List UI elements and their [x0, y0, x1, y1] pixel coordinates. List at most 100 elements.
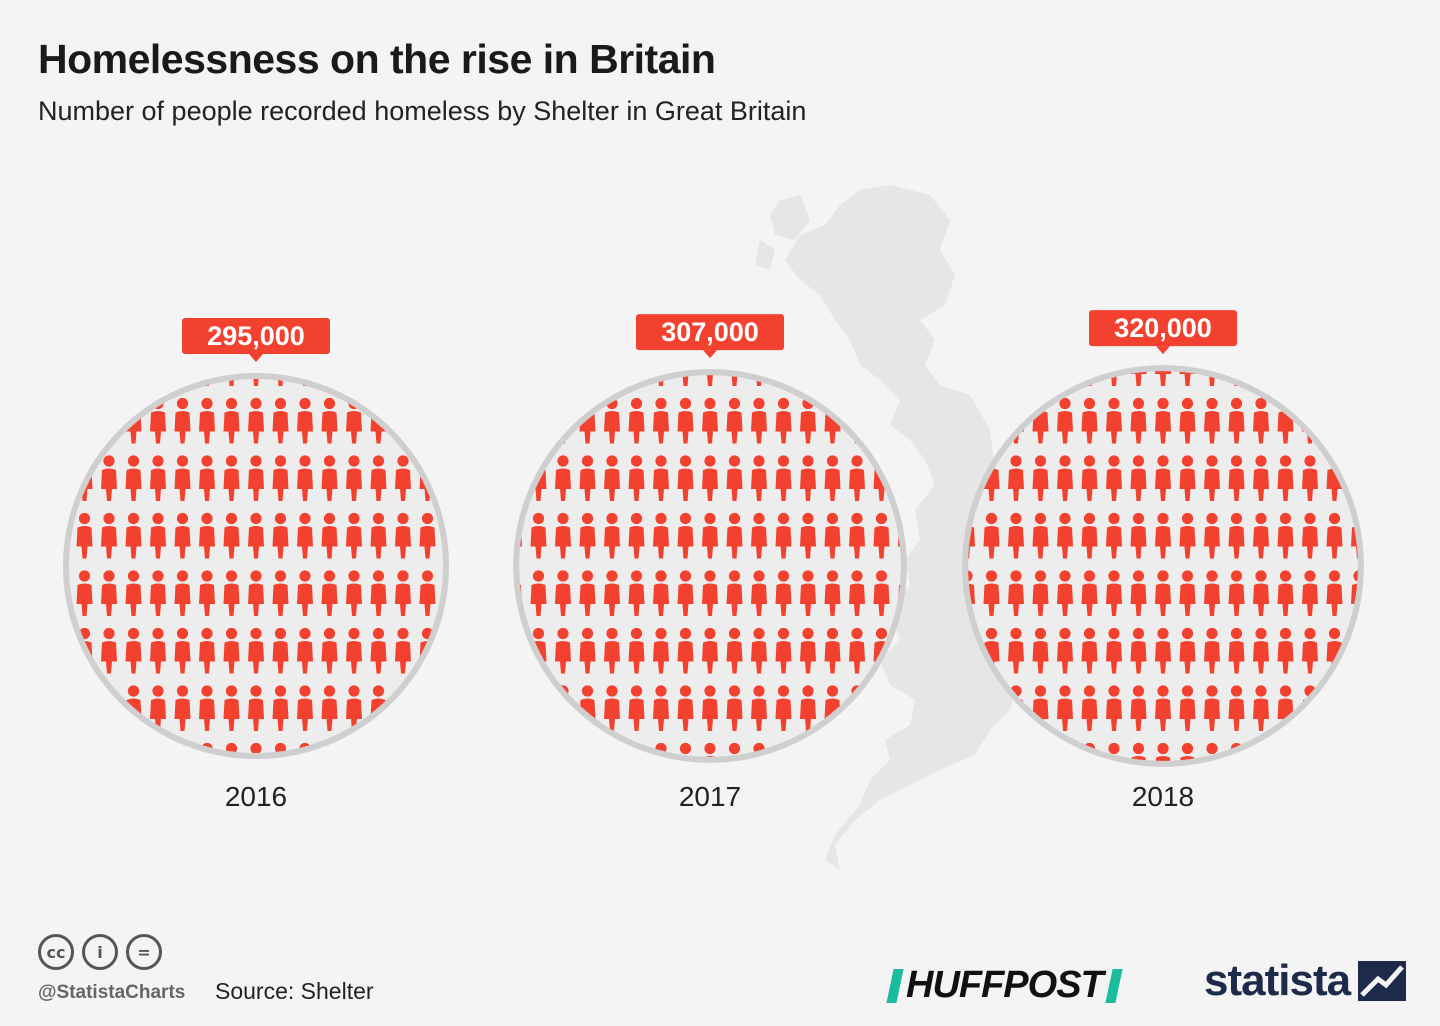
- person-icon: [849, 742, 865, 760]
- person-icon: [248, 685, 264, 731]
- person-icon: [579, 372, 596, 386]
- person-icon: [370, 376, 387, 386]
- person-icon: [101, 512, 117, 559]
- person-icon: [1106, 397, 1122, 444]
- person-icon: [272, 627, 289, 674]
- person-icon: [628, 685, 645, 731]
- person-icon: [1204, 455, 1220, 501]
- person-icon: [321, 397, 338, 444]
- person-icon: [983, 742, 1000, 764]
- person-icon: [346, 570, 362, 616]
- person-icon: [677, 512, 694, 559]
- person-icon: [983, 368, 1000, 386]
- no-derivatives-icon[interactable]: =: [126, 934, 162, 970]
- person-icon: [775, 627, 792, 674]
- person-icon: [775, 570, 792, 616]
- person-icon: [397, 742, 409, 755]
- person-icon: [1032, 368, 1049, 386]
- cc-icon[interactable]: cc: [38, 934, 74, 970]
- person-icon: [1130, 512, 1147, 559]
- person-icon: [1326, 397, 1343, 444]
- person-icon: [677, 685, 694, 731]
- person-icon: [199, 685, 215, 731]
- statista-logo[interactable]: statista: [1204, 956, 1407, 1006]
- person-icon: [1081, 397, 1098, 444]
- person-icon: [604, 742, 620, 760]
- person-icon: [125, 512, 142, 559]
- person-icon: [419, 512, 436, 559]
- person-icon: [321, 512, 338, 559]
- person-icon: [849, 627, 865, 674]
- person-icon: [1057, 627, 1073, 674]
- person-icon: [702, 512, 718, 559]
- person-icon: [174, 455, 191, 501]
- person-icon: [1326, 570, 1343, 616]
- person-icon: [1228, 685, 1245, 731]
- person-icon: [751, 455, 767, 501]
- person-icon: [199, 570, 215, 616]
- person-icon: [775, 455, 792, 501]
- person-icon: [579, 742, 596, 760]
- person-icon: [702, 627, 718, 674]
- person-icon: [1032, 570, 1049, 616]
- huffpost-bar-left: [886, 968, 904, 1003]
- attribution-icon[interactable]: i: [82, 934, 118, 970]
- person-icon: [1130, 570, 1147, 616]
- chart-subtitle: Number of people recorded homeless by Sh…: [38, 96, 807, 126]
- value-label-bubble: [636, 314, 784, 351]
- huffpost-logo[interactable]: HUFFPOST: [886, 964, 1123, 1007]
- person-icon: [1204, 512, 1220, 559]
- person-icon: [1179, 627, 1196, 674]
- person-icon: [1277, 627, 1294, 674]
- person-icon: [150, 512, 166, 559]
- value-label-bubble: [1089, 310, 1237, 347]
- person-icon: [1253, 397, 1269, 444]
- person-icon: [1057, 512, 1073, 559]
- person-icon: [1228, 570, 1245, 616]
- person-icon: [1155, 627, 1171, 674]
- person-icon: [1204, 685, 1220, 731]
- person-icon: [1277, 455, 1294, 501]
- person-icon: [677, 455, 694, 501]
- person-icon: [1228, 627, 1245, 674]
- person-icon: [530, 397, 547, 444]
- person-icon: [1179, 512, 1196, 559]
- person-icon: [530, 570, 547, 616]
- person-icon: [101, 376, 117, 386]
- person-icon: [395, 376, 411, 386]
- person-icon: [965, 685, 975, 731]
- person-icon: [152, 742, 164, 755]
- person-icon: [1253, 685, 1269, 731]
- person-icon: [983, 570, 1000, 616]
- person-icon: [1155, 570, 1171, 616]
- person-icon: [419, 397, 436, 444]
- person-icon: [66, 376, 68, 386]
- person-icon: [1326, 742, 1343, 764]
- person-icon: [223, 512, 240, 559]
- person-icon: [751, 570, 767, 616]
- person-icon: [1253, 742, 1269, 764]
- person-icon: [1277, 512, 1294, 559]
- person-icon: [800, 685, 816, 731]
- person-icon: [849, 512, 865, 559]
- person-icon: [1204, 397, 1220, 444]
- person-icon: [653, 455, 669, 501]
- person-icon: [653, 512, 669, 559]
- person-icon: [103, 742, 115, 755]
- person-icon: [248, 512, 264, 559]
- statista-handle[interactable]: @StatistaCharts: [38, 982, 186, 1003]
- year-label: 2017: [679, 781, 741, 812]
- person-icon: [898, 685, 904, 731]
- person-icon: [516, 455, 522, 501]
- person-icon: [628, 570, 645, 616]
- person-icon: [824, 512, 841, 559]
- person-icon: [965, 455, 975, 501]
- person-icon: [1008, 742, 1024, 764]
- person-icon: [321, 685, 338, 731]
- person-icon: [555, 742, 571, 760]
- person-icon: [751, 397, 767, 444]
- person-icon: [751, 685, 767, 731]
- person-icon: [965, 397, 975, 444]
- person-icon: [223, 570, 240, 616]
- person-icon: [346, 376, 362, 386]
